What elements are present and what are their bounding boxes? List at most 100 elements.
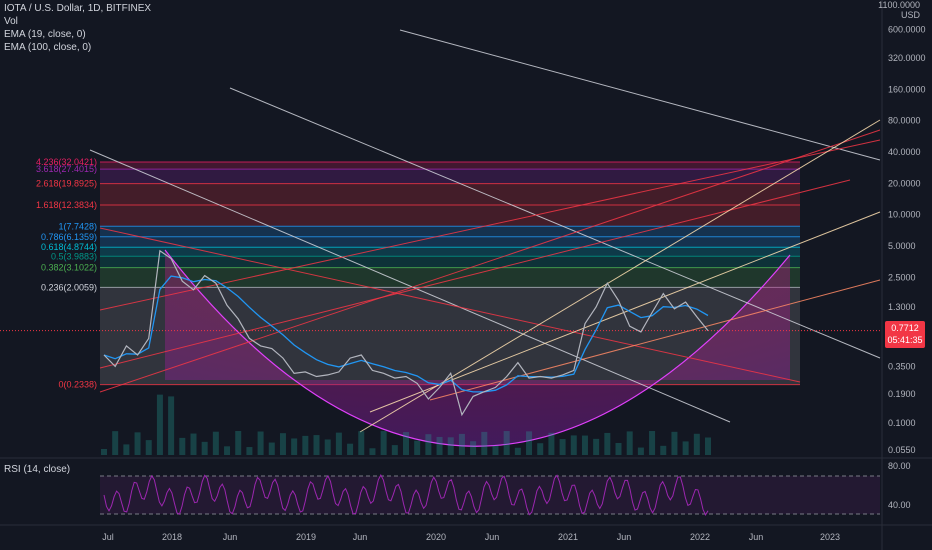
fib-zone <box>100 256 800 268</box>
volume-bar <box>391 445 398 455</box>
volume-bar <box>470 441 477 455</box>
time-tick-label: 2019 <box>296 532 316 542</box>
price-tick-label: 40.0000 <box>888 147 921 157</box>
fibonacci-retracement[interactable]: 4.236(32.0421)3.618(27.4015) 2.618(19.892… <box>36 157 800 390</box>
volume-bar <box>101 449 107 455</box>
volume-bar <box>134 432 141 455</box>
volume-bar <box>559 439 566 455</box>
rounding-bottom-curve <box>164 249 791 447</box>
rsi-panel: 80.00 40.00 <box>0 457 932 516</box>
volume-bar <box>302 435 309 455</box>
fib-level-label: 0.5(3.9883) <box>51 251 97 261</box>
fib-zone <box>100 183 800 206</box>
volume-bar <box>660 445 667 455</box>
fib-level-label: 3.618(27.4015) <box>36 164 97 174</box>
last-price-value: 0.7712 <box>891 323 919 333</box>
rsi-indicator-label[interactable]: RSI (14, close) <box>4 464 71 475</box>
price-tick-label: 0.1900 <box>888 389 916 399</box>
fib-zone <box>100 226 800 237</box>
volume-bar <box>458 433 465 455</box>
volume-bar <box>212 431 219 455</box>
price-axis[interactable]: 600.0000 320.0000 160.0000 80.0000 40.0000 20… <box>881 0 926 550</box>
fib-level-label: 0(0.2338) <box>58 380 97 390</box>
volume-bar <box>145 440 152 455</box>
volume-indicator-label[interactable]: Vol <box>4 16 18 27</box>
rounding-bottom-arc <box>164 249 791 447</box>
rsi-band <box>100 476 880 514</box>
volume-bar <box>268 442 275 455</box>
volume-bar <box>246 447 253 455</box>
trend-lines[interactable] <box>0 29 881 433</box>
volume-bar <box>358 431 365 455</box>
rsi-tick-label: 40.00 <box>888 500 911 510</box>
rsi-line <box>103 474 709 516</box>
price-tick-label: 1.3000 <box>888 302 916 312</box>
volume-bar <box>526 431 533 455</box>
fib-level-label: 0.786(6.1359) <box>41 232 97 242</box>
volume-bar <box>313 435 320 455</box>
axis-unit: 1100.0000 USD <box>878 0 920 20</box>
volume-bar <box>705 437 711 455</box>
volume-bar <box>257 431 264 455</box>
volume-bar <box>604 432 611 455</box>
time-tick-label: Jun <box>223 532 238 542</box>
volume-bar <box>626 431 633 455</box>
indicator-legend: IOTA / U.S. Dollar, 1D, BITFINEX Vol EMA… <box>4 2 151 54</box>
price-tick-label: 0.1000 <box>888 418 916 428</box>
channel-line <box>99 139 881 311</box>
volume-bar <box>637 447 644 455</box>
price-tick-label: 10.0000 <box>888 210 921 220</box>
volume-bar <box>123 444 130 455</box>
time-tick-label: 2020 <box>426 532 446 542</box>
volume-bar <box>380 431 387 455</box>
volume-bar <box>682 441 689 455</box>
price-tick-label: 160.0000 <box>888 84 926 94</box>
price-series <box>103 249 709 417</box>
fib-level-label: 0.382(3.1022) <box>41 263 97 273</box>
ema-19-label[interactable]: EMA (19, close, 0) <box>4 29 86 40</box>
uptrend-line <box>429 279 881 401</box>
volume-bar <box>190 433 197 455</box>
volume-bar <box>279 433 286 455</box>
price-tick-label: 2.5000 <box>888 272 916 282</box>
price-tick-label: 600.0000 <box>888 24 926 34</box>
volume-bar <box>156 394 163 455</box>
volume-bar <box>335 432 342 455</box>
volume-bar <box>503 431 510 455</box>
fib-zone <box>100 205 800 227</box>
fib-level-label: 0.236(2.0059) <box>41 282 97 292</box>
price-tick-label: 0.3500 <box>888 361 916 371</box>
volume-bar <box>324 439 331 455</box>
fib-diagonal-line <box>99 227 801 383</box>
fib-zone <box>100 162 800 170</box>
volume-bar <box>548 432 555 455</box>
symbol-title[interactable]: IOTA / U.S. Dollar, 1D, BITFINEX <box>4 3 152 14</box>
price-tick-label: 5.0000 <box>888 241 916 251</box>
axis-currency: USD <box>900 10 920 20</box>
price-line <box>103 249 709 417</box>
bar-countdown: 05:41:35 <box>887 335 923 345</box>
volume-bar <box>201 441 208 455</box>
axis-top-value: 1100.0000 <box>878 0 920 10</box>
volume-bar <box>168 396 175 455</box>
time-axis[interactable]: Jul 2018 Jun 2019 Jun 2020 Jun 2021 Jun 2022 Jun 20… <box>0 524 932 542</box>
volume-bar <box>514 447 521 455</box>
time-tick-label: Jun <box>353 532 368 542</box>
fib-level-label: 1(7.7428) <box>58 221 97 231</box>
volume-bar <box>425 434 432 455</box>
price-tick-label: 0.0550 <box>888 445 916 455</box>
ema-100-label[interactable]: EMA (100, close, 0) <box>4 42 92 53</box>
last-price-tag: 0.7712 05:41:35 <box>885 321 925 348</box>
volume-bar <box>403 432 409 455</box>
time-tick-label: 2018 <box>162 532 182 542</box>
volume-bar <box>224 446 231 455</box>
ema-line <box>103 275 709 393</box>
fib-level-label: 1.618(12.3834) <box>36 200 97 210</box>
price-tick-label: 320.0000 <box>888 53 926 63</box>
rsi-tick-label: 80.00 <box>888 461 911 471</box>
volume-bar <box>581 435 588 455</box>
volume-bar <box>369 448 376 455</box>
volume-bar <box>235 431 242 455</box>
time-tick-label: Jun <box>617 532 632 542</box>
